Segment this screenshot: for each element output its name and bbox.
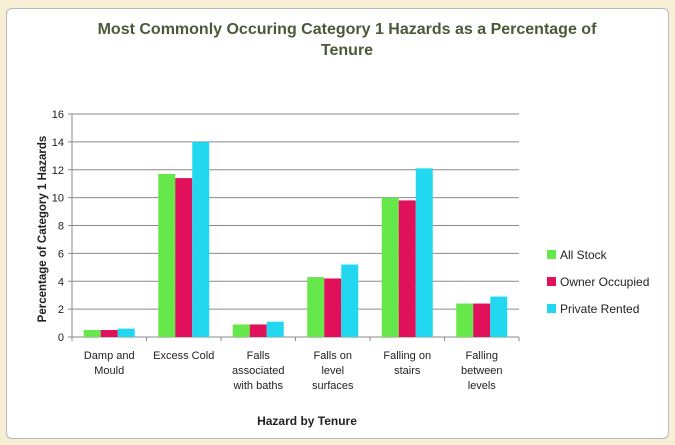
x-axis-label: Hazard by Tenure: [257, 414, 357, 428]
legend-item-all-stock: All Stock: [547, 241, 675, 268]
chart-frame: 0 2 4 6 8 10 12 14 16 Most Commonly Occuring Cat…: [6, 8, 669, 439]
x-tick-label: Damp and Mould: [83, 350, 135, 377]
bar: [341, 264, 359, 337]
bar: [490, 296, 508, 337]
legend-swatch: [547, 277, 556, 286]
bar: [456, 303, 474, 337]
bar: [100, 330, 118, 337]
bar: [381, 197, 399, 337]
y-tick-label: 2: [58, 304, 64, 316]
legend-item-owner-occupied: Owner Occupied: [547, 268, 675, 295]
legend-label: Owner Occupied: [560, 274, 650, 289]
bar: [192, 141, 210, 337]
bar: [83, 330, 101, 337]
bar: [307, 277, 325, 337]
legend: All Stock Owner Occupied Private Rented: [547, 241, 675, 322]
y-tick-label: 16: [52, 109, 64, 121]
legend-label: Private Rented: [560, 301, 640, 316]
bar: [158, 173, 176, 337]
y-tick-label: 6: [58, 248, 64, 260]
legend-swatch: [547, 304, 556, 313]
x-tick-label: Falling between levels: [460, 350, 503, 392]
y-tick-label: 0: [58, 332, 64, 344]
legend-swatch: [547, 250, 556, 259]
legend-item-private-rented: Private Rented: [547, 295, 675, 322]
y-tick-label: 8: [58, 221, 64, 233]
y-tick-label: 4: [58, 276, 64, 288]
bar-chart: 0 2 4 6 8 10 12 14 16: [52, 109, 520, 344]
legend-label: All Stock: [560, 247, 607, 262]
y-axis-label: Percentage of Category 1 Hazards: [37, 135, 49, 323]
x-tick-label: Falls on level surfaces: [311, 350, 354, 392]
bar: [249, 324, 267, 337]
y-tick-label: 12: [52, 165, 64, 177]
bar: [324, 278, 342, 337]
bar: [473, 303, 491, 337]
x-tick-label: Falls associated with baths: [231, 350, 285, 392]
chart-title: Most Commonly Occuring Category 1 Hazard…: [97, 21, 597, 59]
bar: [117, 328, 135, 337]
x-tick-label: Excess Cold: [153, 350, 215, 362]
bar: [415, 168, 433, 337]
y-tick-label: 10: [52, 193, 64, 205]
bar: [266, 321, 284, 337]
x-tick-label: Falling on stairs: [383, 350, 432, 377]
bar: [175, 178, 193, 337]
bar: [232, 324, 250, 337]
bar: [398, 200, 416, 337]
y-tick-label: 14: [52, 137, 64, 149]
